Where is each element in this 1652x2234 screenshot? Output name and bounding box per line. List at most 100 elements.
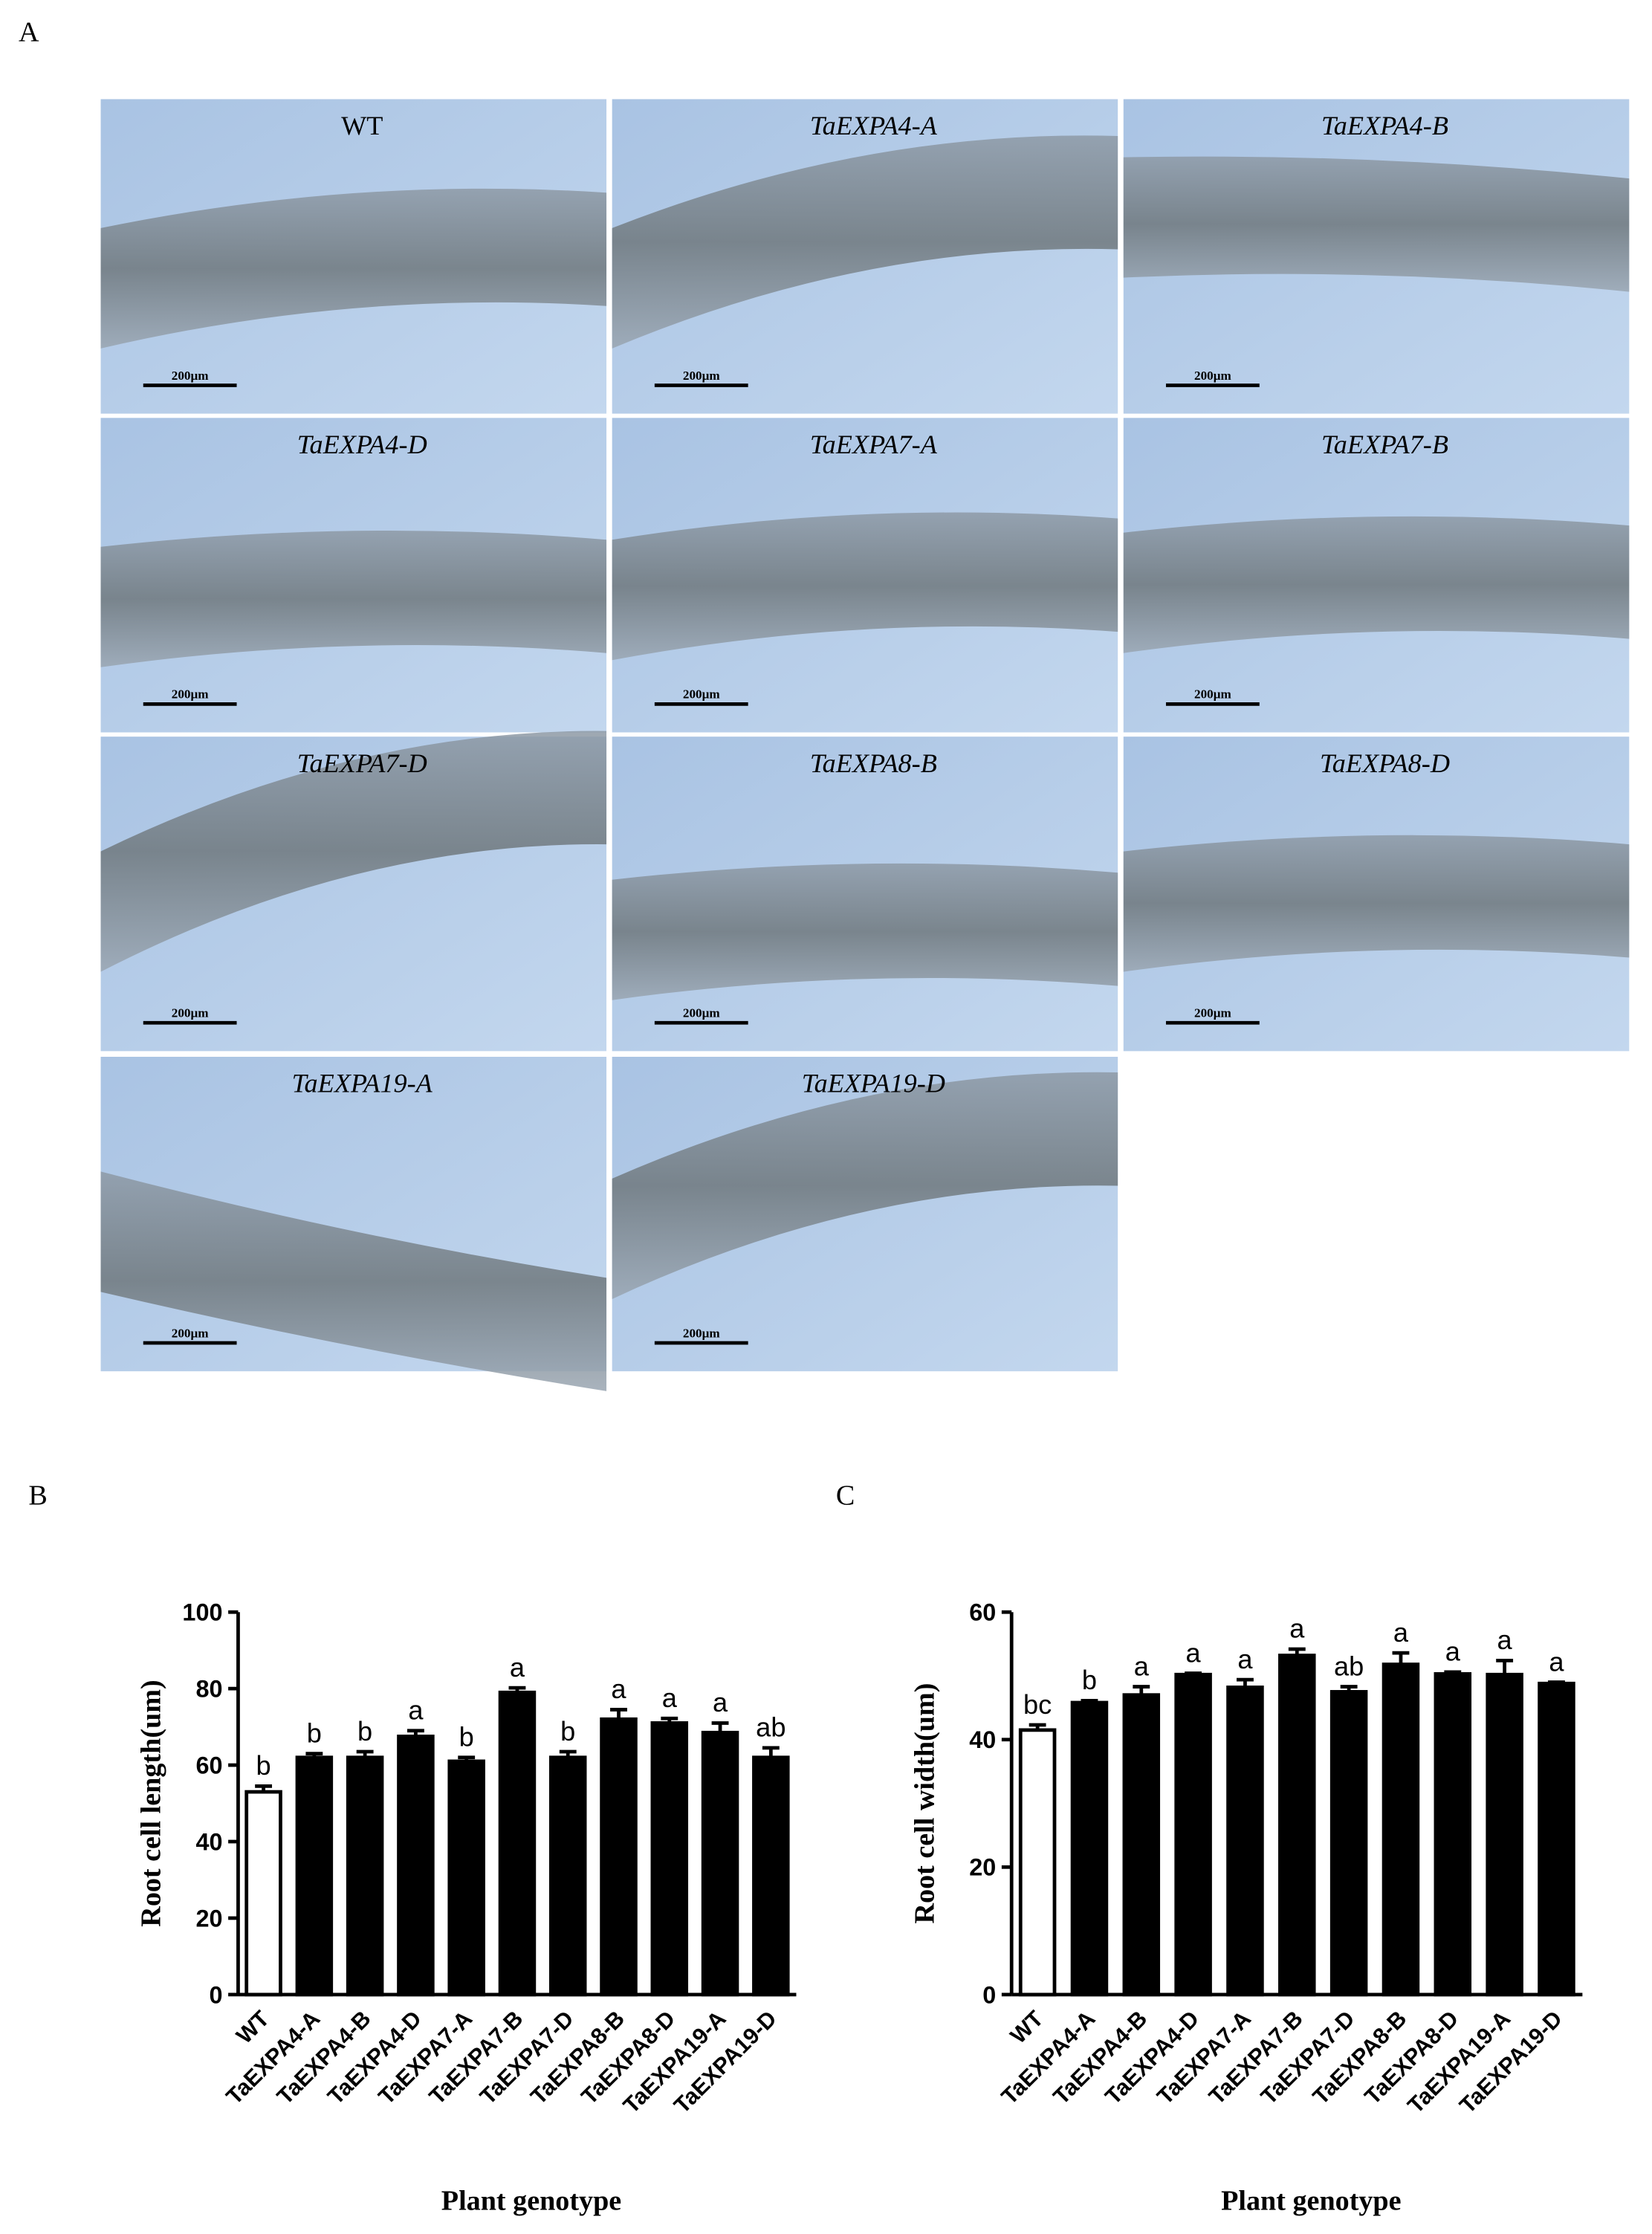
panel-label: B [28,1480,47,1511]
y-tick-label: 60 [195,1752,222,1779]
image-title: TaEXPA19-A [292,1069,433,1098]
y-tick-label: 0 [982,1981,996,2008]
image-title: TaEXPA4-B [1321,111,1448,140]
root [100,731,607,972]
micrograph: 200μm TaEXPA4-B [1123,99,1630,414]
bar [1329,1690,1368,1997]
significance-label: b [459,1722,474,1752]
micrograph: 200μm TaEXPA4-D [100,418,607,733]
image-title: TaEXPA4-D [297,430,427,459]
x-axis-label: Plant genotype [441,2186,621,2217]
bar [600,1717,638,1997]
bar [1018,1728,1057,1997]
micrograph: 200μm TaEXPA4-A [612,99,1118,414]
bar [1226,1686,1264,1997]
root [1123,516,1630,653]
image-title: TaEXPA4-A [810,111,938,140]
panel-label: A [19,16,39,48]
significance-label: bc [1023,1689,1052,1720]
root [1123,835,1630,972]
bar [1434,1672,1472,1997]
x-tick-label: WT [232,2006,275,2049]
bar [1538,1681,1575,1997]
root [1123,156,1630,292]
x-axis-label: Plant genotype [1221,2186,1401,2217]
y-tick-label: 20 [969,1854,996,1881]
significance-label: a [662,1683,678,1713]
bar [1486,1672,1523,1997]
x-tick-label: WT [1005,2006,1049,2049]
significance-label: b [1082,1665,1097,1695]
significance-label: a [1237,1644,1253,1674]
micrograph: 200μm TaEXPA8-D [1123,736,1630,1052]
bar [752,1755,790,1997]
root [100,188,607,349]
bar [701,1730,739,1997]
scale-bar-label: 200μm [1194,369,1231,383]
panel-label: C [836,1480,855,1511]
significance-label: ab [1334,1651,1364,1681]
scale-bar-label: 200μm [1194,687,1231,702]
image-title: TaEXPA8-D [1320,748,1450,778]
panel-a: 200μmWT200μmTaEXPA4-A200μmTaEXPA4-B200μm… [100,99,1630,1391]
y-axis-label: Root cell width(um) [909,1683,940,1924]
significance-label: a [713,1687,728,1717]
bar [1381,1662,1420,1997]
y-tick-label: 20 [195,1905,222,1932]
bar [447,1759,485,1997]
root [100,1171,607,1391]
scale-bar-label: 200μm [172,369,209,383]
root [612,135,1118,349]
significance-label: ab [756,1712,785,1743]
y-tick-label: 0 [209,1981,222,2008]
image-title: TaEXPA7-B [1321,430,1448,459]
scale-bar-label: 200μm [683,1006,720,1020]
root [612,863,1118,1000]
image-title: TaEXPA19-D [802,1069,945,1098]
bar [650,1721,689,1997]
scale-bar-label: 200μm [1194,1006,1231,1020]
significance-label: a [510,1652,525,1683]
significance-label: b [357,1716,372,1746]
micrograph: 200μm TaEXPA19-D [612,1056,1118,1372]
bar [1070,1700,1109,1997]
bar [397,1735,435,1997]
significance-label: a [1497,1625,1513,1655]
micrograph: 200μm TaEXPA8-B [612,736,1118,1052]
scale-bar-label: 200μm [172,1006,209,1020]
image-title: TaEXPA8-B [810,748,937,778]
bar [1278,1654,1316,1997]
significance-label: b [307,1717,322,1748]
significance-label: b [256,1750,271,1781]
micrograph: 200μm TaEXPA7-A [612,418,1118,733]
image-title: TaEXPA7-D [297,748,427,778]
bar-chart: C0204060bcWTbTaEXPA4-AaTaEXPA4-BaTaEXPA4… [836,1480,1583,2217]
bar [295,1755,334,1997]
bar [346,1755,384,1997]
significance-label: a [408,1694,424,1725]
y-tick-label: 60 [969,1599,996,1626]
y-tick-label: 80 [195,1676,222,1703]
bar [498,1690,537,1997]
significance-label: a [1549,1646,1564,1677]
significance-label: b [560,1716,575,1746]
scale-bar-label: 200μm [172,687,209,702]
bar [548,1755,587,1997]
root [100,530,607,667]
significance-label: a [1134,1651,1150,1681]
bar [1174,1672,1212,1997]
root [612,512,1118,661]
scale-bar-label: 200μm [172,1326,209,1340]
y-tick-label: 100 [182,1599,222,1626]
significance-label: a [1445,1636,1461,1667]
micrograph: 200μm TaEXPA19-A [100,1056,607,1391]
significance-label: a [611,1674,626,1704]
micrograph: 200μm TaEXPA7-B [1123,418,1630,733]
y-tick-label: 40 [969,1726,996,1753]
image-title: TaEXPA7-A [810,430,938,459]
scale-bar-label: 200μm [683,1326,720,1340]
image-title: WT [341,111,383,140]
micrograph: 200μm TaEXPA7-D [100,731,607,1052]
scale-bar-label: 200μm [683,369,720,383]
